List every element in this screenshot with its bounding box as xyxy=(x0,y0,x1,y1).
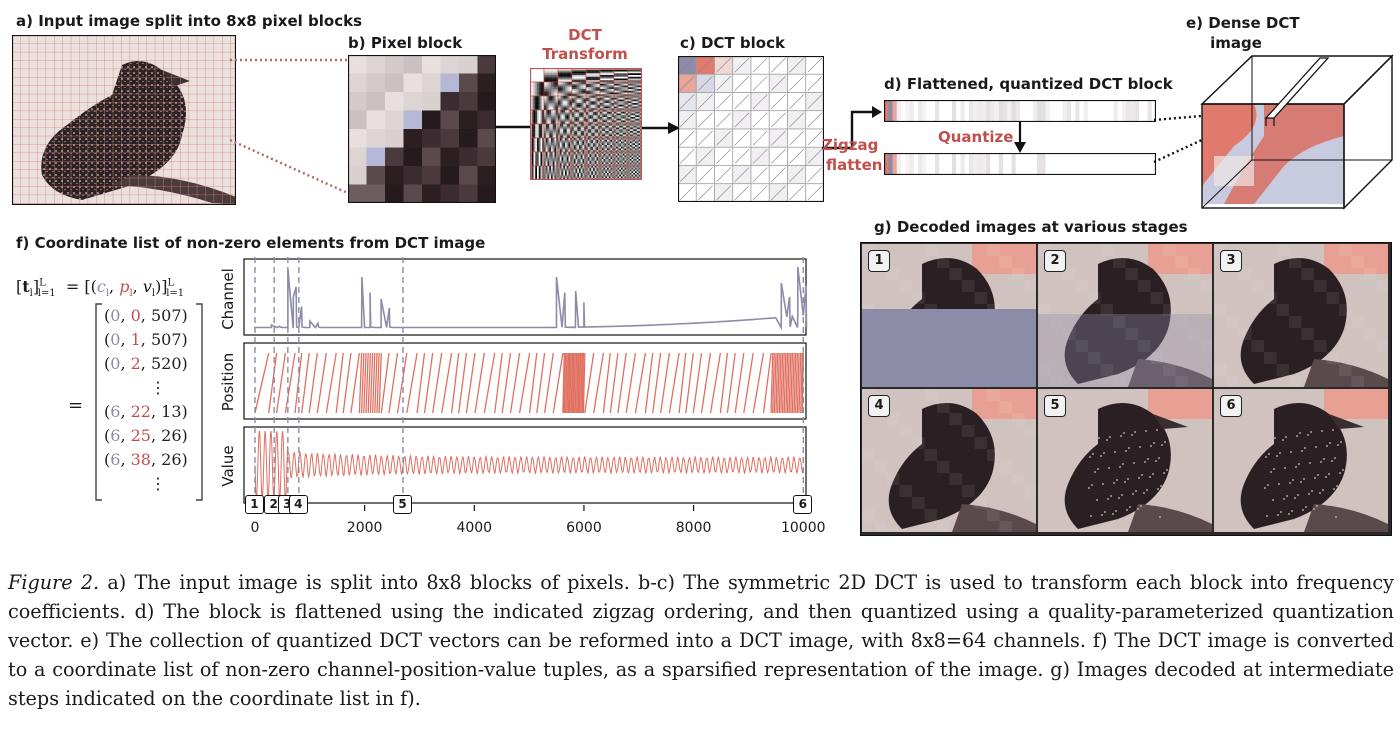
zigzag-arrow xyxy=(822,106,882,150)
caption-text: a) The input image is split into 8x8 blo… xyxy=(8,571,1394,710)
arrow-transform-to-c xyxy=(642,122,680,134)
panel-e-title-2: image xyxy=(1210,34,1262,52)
flattened-vector xyxy=(884,100,1156,122)
decoded-label-1: 1 xyxy=(868,250,890,272)
quantized-vector xyxy=(884,153,1156,175)
decoded-label-5: 5 xyxy=(1044,395,1066,417)
decoded-grid: 1 2 3 4 5 6 xyxy=(860,242,1392,536)
tuple-4: (6, 22, 13) xyxy=(104,402,188,421)
zoom-dotted-lines xyxy=(230,58,353,197)
panel-e-title-1: e) Dense DCT xyxy=(1186,14,1300,32)
decoded-label-3: 3 xyxy=(1220,250,1242,272)
tuple-7: ⋮ xyxy=(150,474,166,493)
value-line xyxy=(254,430,804,500)
stage-marker-1: 1 xyxy=(244,495,264,514)
zigzag-label-1: Zigzag xyxy=(822,136,879,154)
xtick-5: 10000 xyxy=(780,520,826,536)
arrow-b-to-transform xyxy=(496,125,530,129)
decoded-image-2: 2 xyxy=(1038,244,1212,387)
panel-b-title: b) Pixel block xyxy=(348,34,463,52)
pixel-block xyxy=(348,55,496,203)
decoded-image-6: 6 xyxy=(1214,389,1388,532)
panel-f-title: f) Coordinate list of non-zero elements … xyxy=(16,234,486,252)
matrix-brackets xyxy=(95,303,203,501)
tuple-2: (0, 2, 520) xyxy=(104,354,188,373)
tuple-1: (0, 1, 507) xyxy=(104,330,188,349)
decoded-image-1: 1 xyxy=(862,244,1036,387)
plot-frame-0 xyxy=(243,258,807,336)
dct-transform-label-1: DCT xyxy=(568,26,602,44)
input-image-grid xyxy=(12,35,236,205)
tuple-6: (6, 38, 26) xyxy=(104,450,188,469)
caption-figure-label: Figure 2. xyxy=(8,571,100,594)
position-line xyxy=(254,352,804,414)
stage-marker-4: 4 xyxy=(288,495,308,514)
decoded-label-6: 6 xyxy=(1220,395,1242,417)
tuple-3: ⋮ xyxy=(150,378,166,397)
xtick-1: 2000 xyxy=(346,520,383,536)
panel-g-title: g) Decoded images at various stages xyxy=(874,218,1188,236)
panel-a-title: a) Input image split into 8x8 pixel bloc… xyxy=(16,12,362,30)
ylabel-position: Position xyxy=(219,352,237,412)
decoded-label-2: 2 xyxy=(1044,250,1066,272)
xtick-3: 6000 xyxy=(566,520,602,536)
coordinate-plots xyxy=(243,257,808,511)
tuple-5: (6, 25, 26) xyxy=(104,426,188,445)
xtick-2: 4000 xyxy=(456,520,493,536)
ylabel-value: Value xyxy=(219,445,237,487)
figure-caption: Figure 2. a) The input image is split in… xyxy=(8,568,1394,713)
decoded-image-5: 5 xyxy=(1038,389,1212,532)
decoded-image-3: 3 xyxy=(1214,244,1388,387)
stage-marker-5: 5 xyxy=(393,495,412,514)
dct-basis-grid xyxy=(530,68,642,180)
decoded-label-4: 4 xyxy=(868,395,890,417)
ylabel-channel: Channel xyxy=(219,268,237,330)
dense-dct-cube xyxy=(1200,54,1394,210)
tuple-0: (0, 0, 507) xyxy=(104,306,188,325)
xtick-0: 0 xyxy=(250,520,260,536)
dct-transform-label-2: Transform xyxy=(542,45,628,63)
dct-block xyxy=(678,56,824,202)
xtick-4: 8000 xyxy=(675,520,712,536)
stage-marker-6: 6 xyxy=(793,495,813,514)
panel-d-title: d) Flattened, quantized DCT block xyxy=(884,75,1173,93)
equation-lhs: [tl]Ll=1 = [(cl, pl, vl)]Ll=1 xyxy=(16,277,185,300)
quantize-arrow xyxy=(1014,122,1026,153)
equals-sign: = xyxy=(68,395,84,416)
panel-c-title: c) DCT block xyxy=(680,34,785,52)
decoded-image-4: 4 xyxy=(862,389,1036,532)
zigzag-label-2: flatten xyxy=(826,156,883,174)
channel-line xyxy=(254,266,808,331)
quantize-label: Quantize xyxy=(938,128,1014,146)
